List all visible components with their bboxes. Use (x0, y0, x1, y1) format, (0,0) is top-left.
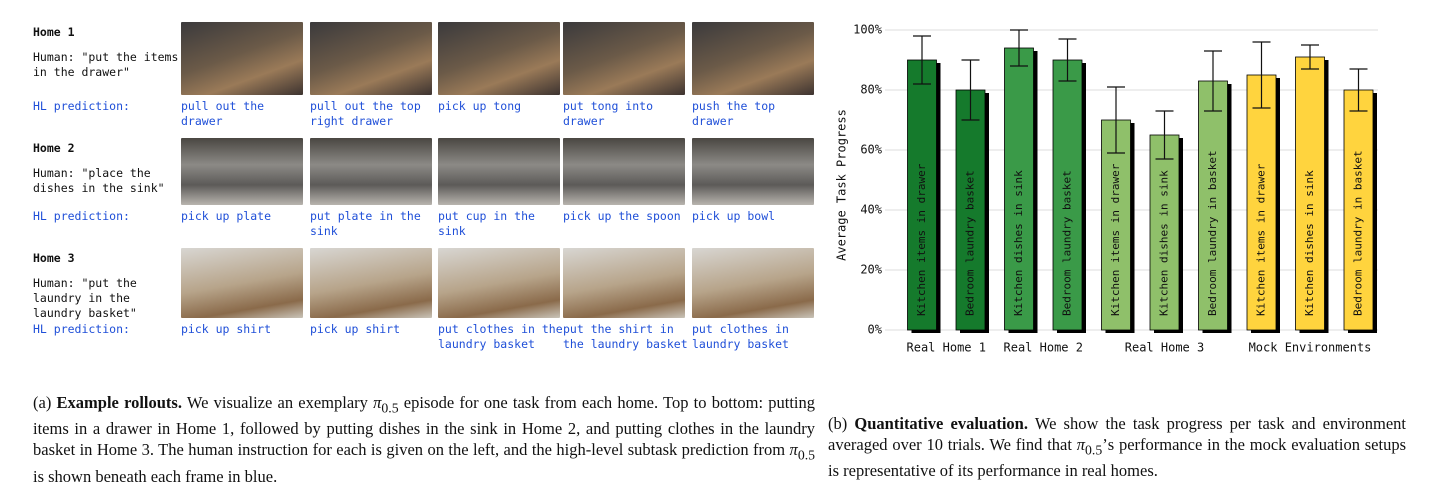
caption-text: episode for one task from each home. Top… (33, 393, 815, 460)
hl-prediction: pull out the top right drawer (310, 99, 421, 128)
error-bar (1252, 41, 1271, 109)
y-tick-label: 0% (868, 323, 883, 337)
hl-prediction: put clothes in the laundry basket (438, 322, 563, 351)
group-label: Real Home 3 (1125, 341, 1204, 355)
group-label: Real Home 1 (907, 341, 986, 355)
error-bar (1349, 68, 1368, 112)
hl-prediction: pick up shirt (181, 322, 272, 336)
photo (692, 22, 814, 95)
y-tick-label: 80% (860, 83, 882, 97)
caption-a: (a) Example rollouts. We visualize an ex… (33, 392, 815, 484)
bar-label: Bedroom laundry basket (964, 170, 977, 316)
caption-b: (b) Quantitative evaluation. We show the… (828, 413, 1406, 481)
photo (692, 248, 814, 318)
hl-prediction: pull out the drawer (181, 99, 265, 128)
error-bar (1301, 44, 1319, 70)
group-label: Real Home 2 (1004, 341, 1083, 355)
bar-label: Kitchen dishes in sink (1303, 170, 1316, 316)
photo (438, 248, 560, 318)
bar (1004, 47, 1034, 331)
caption-text: ’s performance in the mock evaluation se… (828, 435, 1407, 481)
bar-label: Bedroom laundry in basket (1352, 150, 1365, 316)
caption-title: Example rollouts. (56, 393, 182, 412)
human-instruction: Human: "place the dishes in the sink" (33, 166, 165, 195)
bar (955, 89, 986, 331)
photo (181, 248, 303, 318)
bar-label: Bedroom laundry in basket (1206, 150, 1219, 316)
bar (1295, 56, 1325, 331)
photo (310, 22, 432, 95)
hl-prediction: put cup in the sink (438, 209, 535, 238)
hl-prediction: put plate in the sink (310, 209, 421, 238)
math-symbol: π (373, 393, 382, 412)
photo (438, 138, 560, 205)
y-tick-label: 20% (860, 263, 882, 277)
bar-label: Kitchen items in drawer (915, 163, 928, 316)
hl-label: HL prediction: (33, 99, 130, 113)
error-bar (1155, 110, 1174, 160)
human-instruction: Human: "put the items in the drawer" (33, 50, 179, 79)
error-bar (913, 35, 931, 85)
bar-label: Kitchen items in drawer (1255, 163, 1268, 316)
hl-prediction: pick up bowl (692, 209, 776, 223)
home-title: Home 3 (33, 251, 75, 265)
photo (563, 248, 685, 318)
y-axis-label: Average Task Progress (835, 109, 849, 261)
photo (563, 22, 685, 95)
hl-label: HL prediction: (33, 322, 130, 336)
caption-title: Quantitative evaluation. (854, 414, 1028, 433)
caption-text: We show the task progress per task and e… (828, 414, 1407, 454)
error-bar (1107, 86, 1125, 154)
hl-prediction: put clothes in laundry basket (692, 322, 789, 351)
bar-label: Bedroom laundry basket (1061, 170, 1074, 316)
group-label: Mock Environments (1249, 341, 1372, 355)
hl-prediction: put the shirt in the laundry basket (563, 322, 688, 351)
home-title: Home 1 (33, 25, 75, 39)
math-subscript: 0.5 (381, 400, 399, 416)
human-instruction: Human: "put the laundry in the laundry b… (33, 276, 137, 320)
caption-label: (b) (828, 414, 848, 433)
bar (1343, 89, 1374, 331)
hl-label: HL prediction: (33, 209, 130, 223)
math-symbol: π (789, 440, 798, 460)
hl-prediction: push the top drawer (692, 99, 776, 128)
bar (1198, 80, 1228, 331)
math-symbol: π (1076, 435, 1086, 454)
error-bar (1204, 50, 1222, 112)
math-subscript: 0.5 (1085, 442, 1103, 458)
bar-label: Kitchen dishes in sink (1012, 170, 1025, 316)
chart: Average Task Progress 0% 20% 40% 60% 80% 100%… (835, 23, 1378, 355)
bar-label: Kitchen dishes in sink (1158, 170, 1171, 316)
error-bar (961, 59, 980, 121)
y-tick-label: 60% (860, 143, 882, 157)
math-subscript: 0.5 (797, 447, 815, 463)
error-bar (1010, 29, 1028, 67)
photo (692, 138, 814, 205)
error-bar (1058, 38, 1077, 82)
photo (181, 138, 303, 205)
home-title: Home 2 (33, 141, 75, 155)
caption-label: (a) (33, 393, 52, 412)
bar (1149, 134, 1180, 331)
photo (563, 138, 685, 205)
photo (310, 248, 432, 318)
hl-prediction: pick up the spoon (563, 209, 681, 223)
bar-label: Kitchen items in drawer (1109, 163, 1122, 316)
caption-text: We visualize an exemplary (181, 393, 374, 412)
hl-prediction: pick up plate (181, 209, 272, 223)
bar (1052, 59, 1083, 331)
hl-prediction: pick up shirt (310, 322, 401, 336)
y-tick-label: 100% (853, 23, 883, 37)
bar (1246, 74, 1277, 331)
photo (310, 138, 432, 205)
photo (438, 22, 560, 95)
photo (181, 22, 303, 95)
hl-prediction: put tong into drawer (563, 99, 654, 128)
caption-text: is shown beneath each frame in blue. (33, 466, 278, 484)
hl-prediction: pick up tong (438, 99, 522, 113)
y-tick-label: 40% (860, 203, 882, 217)
